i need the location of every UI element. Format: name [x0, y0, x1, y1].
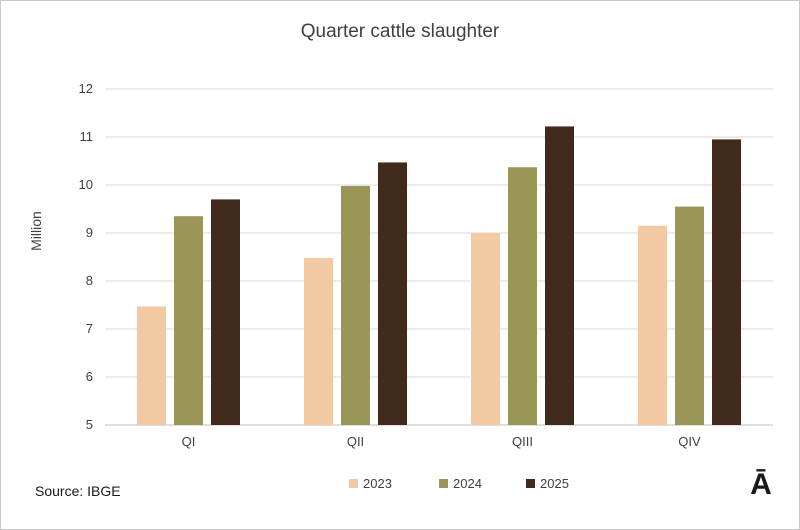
- legend-label-2024: 2024: [453, 476, 482, 491]
- y-tick-label: 8: [86, 273, 93, 288]
- bar-2025-QI: [211, 199, 240, 425]
- x-tick-label: QII: [347, 434, 364, 449]
- bar-2025-QIII: [545, 126, 574, 425]
- source-note: Source: IBGE: [35, 483, 121, 499]
- y-tick-label: 9: [86, 225, 93, 240]
- y-axis-ticks: 5 6 7 8 9 10 11 12: [79, 81, 93, 432]
- bar-2024-QII: [341, 185, 370, 425]
- y-tick-label: 10: [79, 177, 93, 192]
- x-axis-ticks: QI QII QIII QIV: [182, 434, 701, 449]
- legend-swatch-2024: [439, 479, 448, 488]
- y-tick-label: 11: [80, 129, 94, 144]
- legend-swatch-2025: [526, 479, 535, 488]
- legend-swatch-2023: [349, 479, 358, 488]
- y-tick-label: 5: [86, 417, 93, 432]
- y-tick-label: 6: [86, 369, 93, 384]
- legend-label-2023: 2023: [363, 476, 392, 491]
- bar-2024-QI: [174, 216, 203, 425]
- x-tick-label: QIII: [512, 434, 533, 449]
- chart-title: Quarter cattle slaughter: [301, 21, 500, 42]
- bar-2023-QIII: [471, 233, 500, 425]
- bar-2023-QIV: [638, 225, 667, 425]
- y-tick-label: 12: [79, 81, 93, 96]
- x-tick-label: QIV: [678, 434, 701, 449]
- bar-2025-QII: [378, 162, 407, 425]
- gridlines: [105, 88, 773, 426]
- y-tick-label: 7: [86, 321, 93, 336]
- y-axis-label: Million: [28, 211, 44, 251]
- legend-label-2025: 2025: [540, 476, 569, 491]
- bar-2024-QIII: [508, 167, 537, 426]
- bars: [137, 126, 741, 426]
- x-tick-label: QI: [182, 434, 196, 449]
- bar-2025-QIV: [712, 139, 741, 425]
- brand-logo: Ā: [750, 468, 772, 501]
- bar-2023-QI: [137, 306, 166, 425]
- legend: 2023 2024 2025: [349, 476, 569, 491]
- bar-2023-QII: [304, 257, 333, 425]
- bar-2024-QIV: [675, 206, 704, 425]
